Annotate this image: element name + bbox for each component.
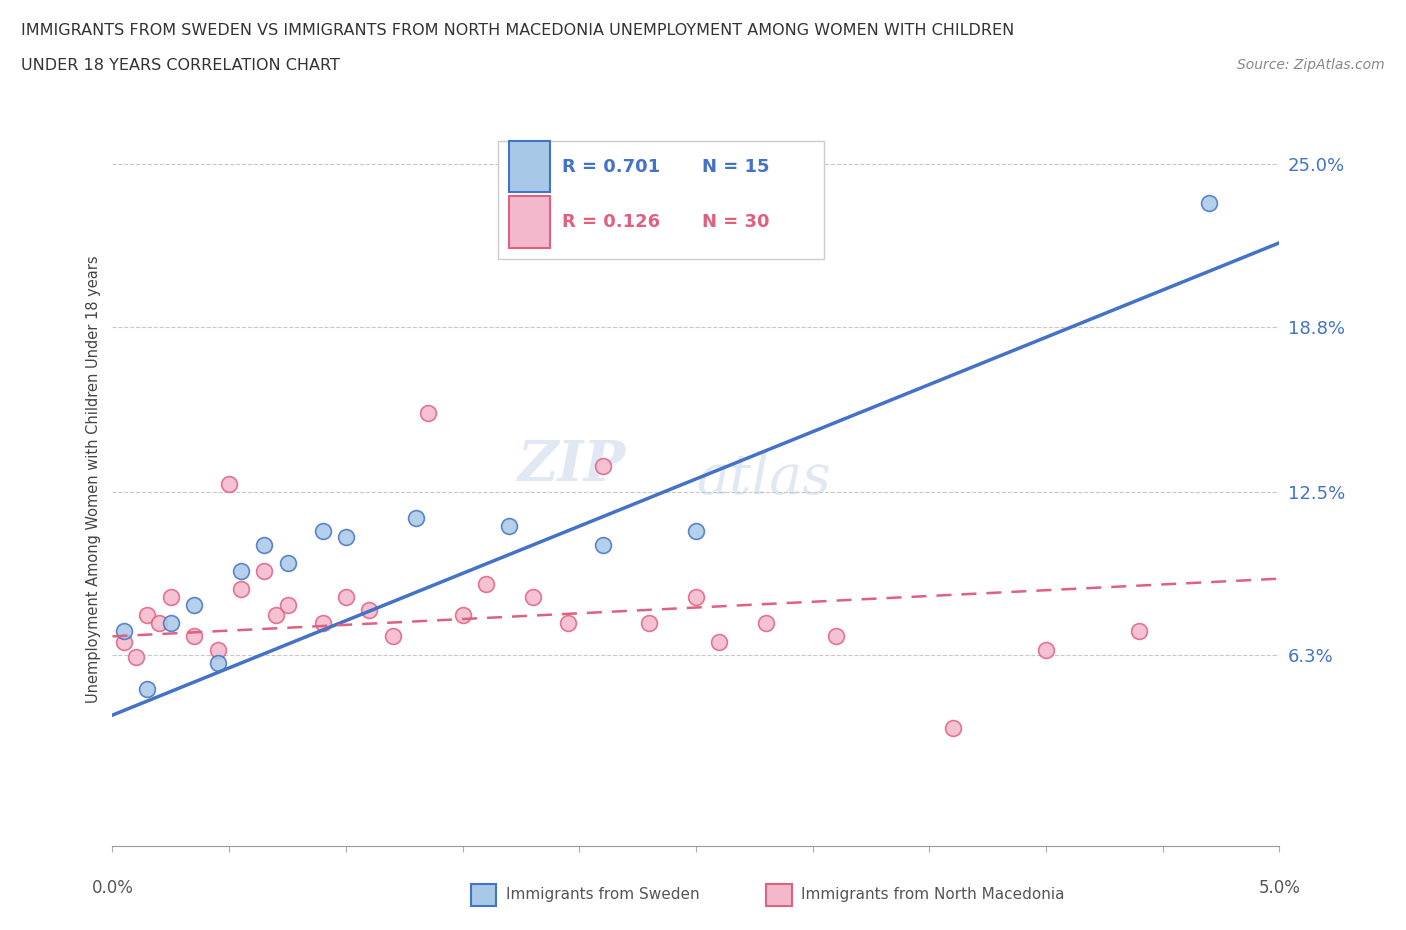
Text: N = 15: N = 15 [702,158,769,176]
Point [112,634,135,649]
Point [638,616,661,631]
FancyBboxPatch shape [498,141,824,259]
Text: R = 0.701: R = 0.701 [562,158,659,176]
Point [277,555,299,570]
Text: Immigrants from North Macedonia: Immigrants from North Macedonia [801,887,1064,902]
Point [264,608,287,623]
Point [942,721,965,736]
Point [218,477,240,492]
Point [335,590,357,604]
Text: IMMIGRANTS FROM SWEDEN VS IMMIGRANTS FROM NORTH MACEDONIA UNEMPLOYMENT AMONG WOM: IMMIGRANTS FROM SWEDEN VS IMMIGRANTS FRO… [21,23,1014,38]
Point [359,603,381,618]
Point [709,634,731,649]
Point [522,590,544,604]
Point [311,524,333,538]
FancyBboxPatch shape [509,196,550,247]
Point [685,524,707,538]
Point [207,656,229,671]
Text: N = 30: N = 30 [702,213,769,231]
Text: atlas: atlas [696,452,831,506]
Point [125,650,148,665]
Point [592,458,614,473]
Text: Source: ZipAtlas.com: Source: ZipAtlas.com [1237,58,1385,72]
Point [148,616,170,631]
Text: ZIP: ZIP [517,438,626,493]
Point [311,616,333,631]
Point [1035,642,1057,657]
Y-axis label: Unemployment Among Women with Children Under 18 years: Unemployment Among Women with Children U… [86,255,101,703]
Point [1128,624,1150,639]
Point [405,511,427,525]
Text: 0.0%: 0.0% [91,879,134,897]
Point [451,608,474,623]
Point [825,629,848,644]
Point [229,582,252,597]
Point [498,519,520,534]
Point [160,616,183,631]
Point [1198,196,1220,211]
Point [207,642,229,657]
Point [183,597,205,612]
Point [381,629,404,644]
Point [557,616,579,631]
Point [160,590,183,604]
Text: UNDER 18 YEARS CORRELATION CHART: UNDER 18 YEARS CORRELATION CHART [21,58,340,73]
Point [112,624,135,639]
Point [229,564,252,578]
Point [136,608,159,623]
Text: Immigrants from Sweden: Immigrants from Sweden [506,887,700,902]
Point [277,597,299,612]
Point [755,616,778,631]
Point [335,529,357,544]
Point [253,538,276,552]
Point [592,538,614,552]
FancyBboxPatch shape [509,141,550,193]
Text: 5.0%: 5.0% [1258,879,1301,897]
Text: R = 0.126: R = 0.126 [562,213,659,231]
Point [253,564,276,578]
Point [416,405,439,420]
Point [183,629,205,644]
Point [136,682,159,697]
Point [475,577,498,591]
Point [685,590,707,604]
